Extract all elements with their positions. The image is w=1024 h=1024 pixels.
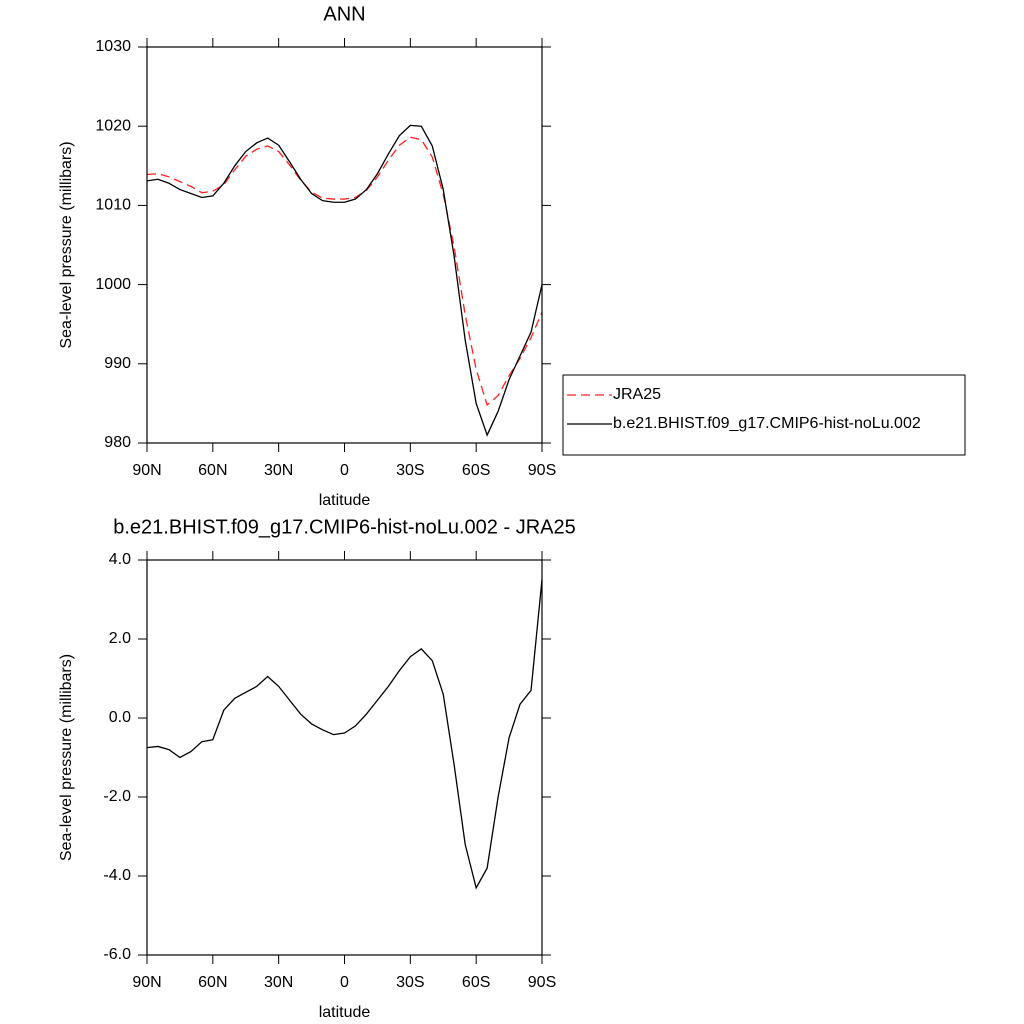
- y-tick-label: 1020: [95, 117, 131, 134]
- plot-frame: [146, 559, 543, 956]
- x-tick-label: 90N: [132, 462, 161, 479]
- x-tick-label: 0: [340, 462, 349, 479]
- x-tick-label: 30S: [396, 974, 424, 991]
- y-tick-label: 980: [104, 434, 131, 451]
- plot-frame: [146, 46, 543, 444]
- y-tick-label: 0.0: [109, 709, 131, 726]
- x-tick-label: 90S: [528, 974, 556, 991]
- x-tick-label: 90S: [528, 462, 556, 479]
- y-tick-label: -4.0: [103, 867, 131, 884]
- x-tick-label: 90N: [132, 974, 161, 991]
- y-tick-label: 1000: [95, 276, 131, 293]
- y-tick-label: 1030: [95, 38, 131, 55]
- x-tick-label: 60S: [462, 462, 490, 479]
- y-tick-label: -2.0: [103, 788, 131, 805]
- x-tick-label: 60S: [462, 974, 490, 991]
- y-tick-label: -6.0: [103, 946, 131, 963]
- y-axis-label: Sea-level pressure (millibars): [58, 654, 75, 861]
- y-axis-label: Sea-level pressure (millibars): [58, 141, 75, 348]
- x-tick-label: 60N: [198, 974, 227, 991]
- y-tick-label: 1010: [95, 197, 131, 214]
- x-tick-label: 30N: [264, 974, 293, 991]
- data-line: [146, 136, 543, 407]
- y-tick-label: 4.0: [109, 551, 131, 568]
- x-tick-label: 30N: [264, 462, 293, 479]
- legend-label: JRA25: [613, 386, 661, 403]
- x-tick-label: 60N: [198, 462, 227, 479]
- legend-box: [562, 374, 966, 456]
- x-tick-label: 0: [340, 974, 349, 991]
- x-axis-label: latitude: [319, 1004, 371, 1021]
- y-tick-label: 2.0: [109, 630, 131, 647]
- y-tick-label: 990: [104, 355, 131, 372]
- chart-title: b.e21.BHIST.f09_g17.CMIP6-hist-noLu.002 …: [113, 516, 575, 538]
- data-line: [146, 579, 543, 890]
- legend-label: b.e21.BHIST.f09_g17.CMIP6-hist-noLu.002: [613, 415, 921, 432]
- data-line: [146, 124, 543, 437]
- x-axis-label: latitude: [319, 492, 371, 509]
- chart-title: ANN: [323, 3, 365, 25]
- x-tick-label: 30S: [396, 462, 424, 479]
